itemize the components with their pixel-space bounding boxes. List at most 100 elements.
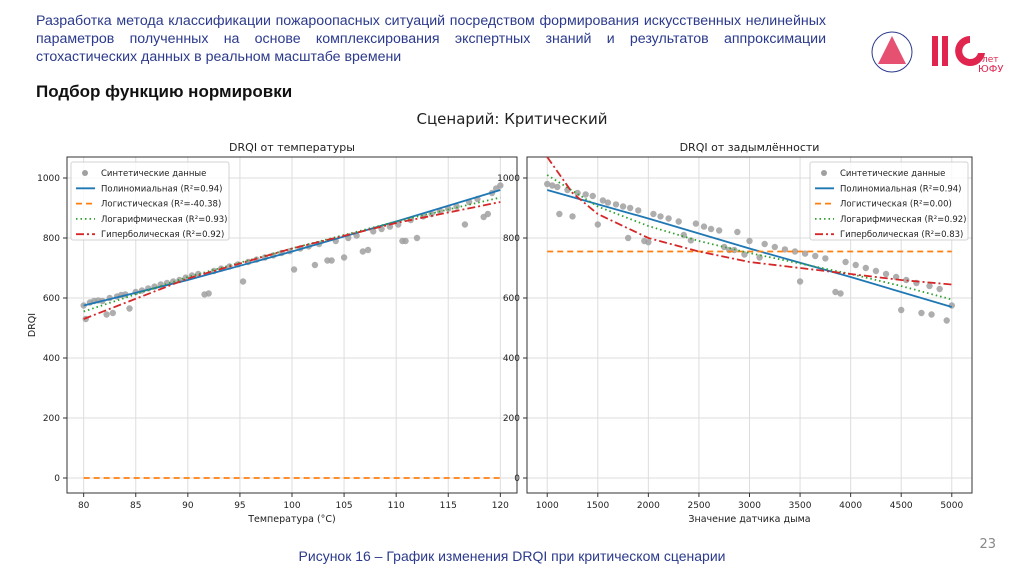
slide-subtitle: Подбор функцию нормировки — [36, 82, 293, 101]
x-axis-label: Температура (°C) — [247, 514, 336, 525]
data-point — [589, 192, 596, 200]
data-point — [903, 276, 910, 284]
plot-frame — [526, 156, 973, 494]
data-point — [687, 237, 695, 244]
data-point — [791, 248, 799, 255]
data-point — [645, 239, 652, 246]
data-point — [402, 237, 409, 245]
x-tick-label: 100 — [283, 501, 300, 511]
data-point — [619, 203, 627, 210]
y-tick-label: 0 — [54, 474, 60, 484]
series-line — [546, 174, 953, 301]
data-point — [926, 282, 933, 290]
data-point — [544, 180, 551, 188]
data-point — [928, 311, 935, 318]
data-point — [872, 267, 880, 275]
data-point — [328, 257, 335, 264]
series-line — [546, 189, 953, 308]
data-point — [898, 306, 905, 314]
x-tick-label: 120 — [492, 501, 509, 511]
data-point — [582, 191, 589, 198]
x-tick-label: 1000 — [536, 501, 559, 511]
x-tick-label: 3500 — [789, 501, 812, 511]
data-point — [832, 288, 839, 296]
legend-entry: Синтетические данные — [840, 169, 945, 179]
chart-title: DRQI от задымлённости — [680, 141, 820, 154]
slide-title: Разработка метода классификации пожарооп… — [36, 13, 826, 65]
y-tick-label: 600 — [503, 294, 520, 304]
data-point — [936, 285, 943, 293]
y-tick-label: 0 — [514, 474, 520, 484]
data-point — [700, 223, 708, 230]
data-point — [852, 261, 859, 269]
legend-entry: Полиномиальная (R²=0.94) — [101, 184, 222, 194]
x-tick-label: 95 — [234, 501, 245, 511]
data-point — [781, 246, 789, 253]
data-point — [746, 237, 753, 245]
x-tick-label: 90 — [182, 501, 194, 511]
x-tick-label: 105 — [335, 501, 352, 511]
data-point — [311, 261, 319, 269]
data-point — [624, 234, 632, 242]
legend-entry: Логарифмическая (R²=0.93) — [101, 215, 227, 225]
legend-marker — [82, 170, 88, 176]
data-point — [461, 221, 469, 228]
chart-0: DRQI от температуры 80 85 90 95 100 105 110 115 1… — [27, 141, 518, 525]
x-tick-label: 4000 — [839, 501, 862, 511]
data-point — [453, 203, 460, 210]
x-tick-label: 2500 — [687, 501, 710, 511]
data-point — [635, 207, 642, 214]
data-point — [574, 189, 581, 197]
x-tick-label: 115 — [440, 501, 457, 511]
data-point — [882, 270, 890, 278]
data-point — [556, 210, 563, 218]
data-point — [675, 218, 682, 225]
y-tick-label: 1000 — [497, 174, 520, 184]
x-tick-label: 85 — [130, 501, 141, 511]
legend-entry: Синтетические данные — [101, 169, 206, 179]
data-point — [715, 227, 723, 234]
svg-text:лет: лет — [982, 55, 999, 65]
figure-suptitle: Сценарий: Критический — [416, 110, 608, 128]
page-number: 23 — [979, 537, 996, 552]
y-tick-label: 200 — [503, 414, 520, 424]
data-point — [364, 246, 372, 254]
data-point — [761, 240, 768, 248]
svg-text:ЮФУ: ЮФУ — [978, 64, 1004, 75]
data-point — [741, 251, 748, 258]
emblem-icon — [871, 31, 913, 73]
data-point — [109, 309, 117, 317]
y-tick-label: 200 — [43, 414, 60, 424]
legend-entry: Полиномиальная (R²=0.94) — [840, 184, 961, 194]
legend-entry: Логистическая (R²=0.00) — [840, 200, 952, 210]
data-point — [707, 225, 715, 233]
data-point — [599, 197, 607, 204]
data-point — [771, 243, 778, 251]
y-tick-label: 1000 — [37, 174, 60, 184]
legend: Синтетические данные Полиномиальная (R²=0… — [70, 161, 230, 241]
data-point — [822, 255, 829, 262]
legend-marker — [821, 170, 827, 176]
x-tick-label: 4500 — [890, 501, 913, 511]
data-point — [665, 215, 672, 222]
series-line — [83, 196, 501, 313]
data-point — [801, 250, 809, 257]
data-point — [554, 183, 561, 191]
data-point — [239, 278, 247, 285]
data-point — [862, 264, 870, 272]
data-point — [497, 182, 504, 189]
legend-entry: Логарифмическая (R²=0.92) — [840, 215, 966, 225]
data-point — [842, 258, 849, 266]
data-point — [796, 278, 804, 285]
plot-frame — [66, 156, 518, 494]
data-point — [290, 266, 298, 273]
legend-entry: Гиперболическая (R²=0.92) — [101, 230, 224, 240]
data-point — [734, 228, 741, 236]
data-point — [721, 243, 728, 251]
y-axis-label: DRQI — [27, 313, 38, 337]
data-point — [594, 221, 601, 228]
data-point — [812, 252, 819, 260]
